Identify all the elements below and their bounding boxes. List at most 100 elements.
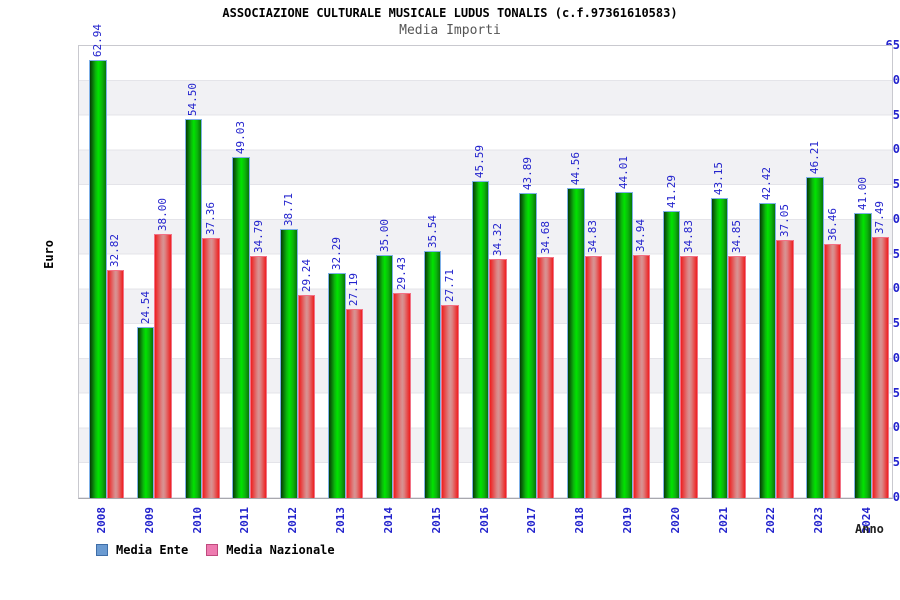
bar-media-ente-2010 bbox=[184, 119, 203, 498]
value-label-media-ente-2012: 38.71 bbox=[282, 192, 296, 226]
value-label-media-ente-2019: 44.01 bbox=[616, 155, 630, 189]
value-label-media-nazionale-2023: 36.46 bbox=[825, 208, 839, 242]
legend-color-swatch-media-nazionale-icon bbox=[206, 544, 219, 556]
x-tick-label-2009: 2009 bbox=[142, 507, 156, 534]
bar-media-ente-2008 bbox=[89, 60, 107, 498]
bar-media-ente-2017 bbox=[519, 192, 537, 498]
chart-subtitle: Media Importi bbox=[399, 23, 501, 38]
bar-media-ente-2020 bbox=[662, 210, 681, 498]
bar-media-nazionale-2018 bbox=[584, 255, 603, 498]
value-label-media-nazionale-2013: 27.19 bbox=[347, 272, 361, 306]
value-label-media-nazionale-2015: 27.71 bbox=[443, 269, 456, 303]
value-label-media-ente-2021: 43.15 bbox=[712, 161, 726, 195]
bar-media-nazionale-2009 bbox=[154, 233, 172, 498]
x-tick-label-2019: 2019 bbox=[620, 507, 634, 534]
value-label-media-nazionale-2016: 34.32 bbox=[490, 223, 504, 257]
bar-media-ente-2024 bbox=[854, 212, 872, 498]
bar-media-ente-2012 bbox=[280, 228, 298, 498]
value-label-media-ente-2010: 54.50 bbox=[186, 82, 200, 117]
legend-color-swatch-media-ente-icon bbox=[96, 544, 108, 556]
x-tick-label-2011: 2011 bbox=[238, 507, 252, 534]
bar-media-ente-2019 bbox=[615, 191, 633, 498]
x-tick-label-2021: 2021 bbox=[716, 507, 730, 534]
value-label-media-ente-2023: 46.21 bbox=[808, 140, 822, 174]
value-label-media-nazionale-2024: 37.49 bbox=[873, 201, 887, 235]
x-tick-label-2013: 2013 bbox=[334, 507, 348, 534]
x-tick-label-2015: 2015 bbox=[429, 507, 443, 534]
x-tick-label-2023: 2023 bbox=[812, 507, 826, 534]
y-axis-title: Euro bbox=[42, 240, 56, 269]
bar-media-nazionale-2014 bbox=[393, 293, 411, 498]
value-label-media-nazionale-2018: 34.83 bbox=[586, 219, 600, 253]
value-label-media-nazionale-2021: 34.85 bbox=[729, 219, 743, 253]
bar-media-nazionale-2022 bbox=[776, 240, 794, 498]
value-label-media-ente-2016: 45.59 bbox=[473, 144, 487, 178]
bar-media-nazionale-2008 bbox=[106, 269, 124, 498]
y-tick-label-0: 0 bbox=[892, 490, 900, 504]
value-label-media-ente-2020: 41.29 bbox=[664, 174, 678, 208]
y-tick-label-5: 5 bbox=[892, 455, 900, 470]
bar-media-ente-2016 bbox=[471, 180, 490, 498]
value-label-media-nazionale-2011: 34.79 bbox=[251, 219, 265, 254]
bar-media-ente-2014 bbox=[375, 254, 394, 498]
bar-media-ente-2023 bbox=[806, 176, 824, 498]
legend: Media Ente Media Nazionale bbox=[96, 543, 353, 557]
x-tick-label-2016: 2016 bbox=[477, 507, 491, 534]
bar-media-ente-2018 bbox=[567, 188, 585, 498]
value-label-media-ente-2018: 44.56 bbox=[568, 152, 582, 186]
x-tick-label-2020: 2020 bbox=[668, 507, 682, 534]
bar-media-nazionale-2012 bbox=[297, 294, 316, 498]
chart-title: ASSOCIAZIONE CULTURALE MUSICALE LUDUS TO… bbox=[222, 6, 678, 20]
bar-media-ente-2022 bbox=[758, 203, 777, 498]
x-axis-labels: 2008 2009 2010 2011 2012 2013 2014 2015 2016 2017… bbox=[78, 503, 891, 543]
bar-media-ente-2009 bbox=[136, 327, 155, 498]
x-tick-label-2014: 2014 bbox=[381, 507, 395, 534]
plot-area: 62.94 32.82 24.54 38.00 54.50 37.36 49.03 34.79… bbox=[78, 24, 893, 499]
bar-media-ente-2015 bbox=[423, 250, 442, 498]
bar-media-ente-2021 bbox=[710, 197, 729, 498]
bar-media-nazionale-2010 bbox=[202, 238, 220, 498]
value-label-media-ente-2024: 41.00 bbox=[855, 176, 869, 210]
value-label-media-nazionale-2022: 37.05 bbox=[777, 204, 791, 238]
value-label-media-ente-2014: 35.00 bbox=[377, 218, 391, 252]
value-label-media-ente-2022: 42.42 bbox=[760, 166, 774, 201]
bar-media-ente-2013 bbox=[328, 273, 346, 498]
x-tick-label-2018: 2018 bbox=[573, 507, 587, 534]
value-label-media-nazionale-2020: 34.83 bbox=[682, 219, 696, 253]
value-label-media-nazionale-2014: 29.43 bbox=[395, 257, 409, 291]
value-label-media-nazionale-2019: 34.94 bbox=[634, 218, 648, 253]
value-label-media-nazionale-2008: 32.82 bbox=[108, 233, 122, 267]
bar-media-nazionale-2015 bbox=[441, 305, 459, 498]
legend-item-media-ente: Media Ente bbox=[96, 543, 188, 557]
bar-media-nazionale-2013 bbox=[345, 308, 364, 498]
bar-media-nazionale-2019 bbox=[632, 255, 651, 498]
value-label-media-ente-2013: 32.29 bbox=[329, 237, 343, 271]
bar-media-nazionale-2020 bbox=[680, 255, 698, 498]
bar-media-ente-2011 bbox=[232, 157, 250, 498]
value-label-media-ente-2008: 62.94 bbox=[90, 24, 104, 58]
bar-media-nazionale-2024 bbox=[871, 237, 890, 498]
value-label-media-nazionale-2009: 38.00 bbox=[156, 197, 170, 231]
bar-media-nazionale-2017 bbox=[536, 256, 555, 498]
value-label-media-nazionale-2017: 34.68 bbox=[538, 220, 552, 254]
x-tick-label-2010: 2010 bbox=[190, 507, 204, 534]
bar-media-nazionale-2011 bbox=[249, 256, 268, 498]
value-label-media-nazionale-2010: 37.36 bbox=[203, 202, 217, 236]
legend-item-media-nazionale: Media Nazionale bbox=[206, 543, 335, 557]
bar-media-nazionale-2021 bbox=[728, 255, 746, 498]
legend-label-media-nazionale: Media Nazionale bbox=[226, 543, 335, 557]
legend-label-media-ente: Media Ente bbox=[116, 543, 189, 557]
x-tick-label-2022: 2022 bbox=[764, 507, 778, 534]
bar-media-nazionale-2016 bbox=[489, 259, 507, 498]
value-label-media-ente-2015: 35.54 bbox=[425, 214, 439, 248]
bar-media-nazionale-2023 bbox=[823, 244, 842, 498]
x-tick-label-2012: 2012 bbox=[286, 507, 300, 534]
x-tick-label-2017: 2017 bbox=[525, 507, 539, 534]
value-label-media-ente-2009: 24.54 bbox=[138, 291, 152, 325]
value-label-media-ente-2011: 49.03 bbox=[234, 120, 248, 155]
x-axis-title: Anno bbox=[855, 522, 884, 536]
value-label-media-ente-2017: 43.89 bbox=[521, 156, 535, 190]
value-label-media-nazionale-2012: 29.24 bbox=[299, 258, 313, 292]
x-tick-label-2008: 2008 bbox=[94, 507, 108, 534]
